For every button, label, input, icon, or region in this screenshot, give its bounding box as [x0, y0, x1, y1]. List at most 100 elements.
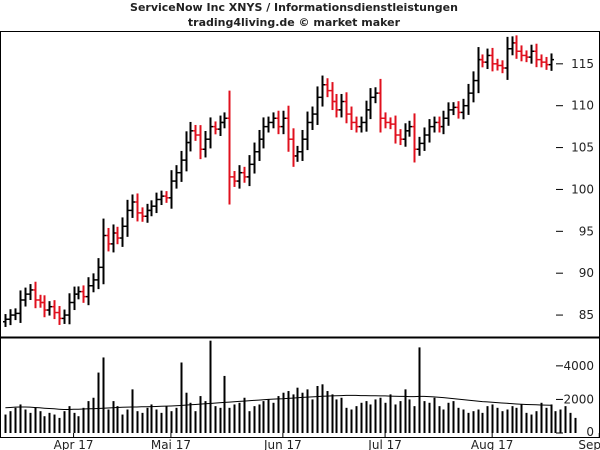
price-bar [349, 106, 354, 130]
price-bar [368, 88, 373, 120]
price-bar [539, 54, 544, 68]
volume-tick-label: 0 [586, 425, 594, 439]
price-bar [427, 119, 432, 143]
time-tick-label: Jul 17 [367, 438, 402, 450]
price-pane [3, 35, 554, 327]
price-bar [393, 115, 398, 144]
price-bar [310, 106, 315, 130]
price-bar [62, 309, 67, 324]
price-bar [514, 35, 519, 59]
price-bar [149, 200, 154, 217]
price-bar [339, 93, 344, 118]
price-bar [203, 130, 208, 158]
price-tick-label: 110 [571, 99, 594, 113]
price-bar [451, 102, 456, 116]
price-bar [257, 129, 262, 161]
price-bar [208, 117, 213, 149]
time-tick-label: Aug 17 [471, 438, 514, 450]
price-bar [52, 300, 57, 320]
price-bar [276, 110, 281, 135]
time-tick-label: Mai 17 [151, 438, 191, 450]
price-bar [232, 171, 237, 187]
price-bar [184, 131, 189, 172]
price-tick-label: 105 [571, 141, 594, 155]
price-bar [13, 308, 18, 321]
price-bar [266, 116, 271, 133]
price-bar [213, 121, 218, 135]
chart-subtitle: trading4living.de © market maker [188, 16, 401, 29]
price-bar [154, 192, 159, 214]
price-bar [320, 75, 325, 107]
price-bar [169, 170, 174, 209]
price-bar [495, 58, 500, 71]
price-bar [91, 273, 96, 293]
price-bar [86, 277, 91, 306]
price-bar [476, 47, 481, 94]
chart-frame [0, 31, 600, 438]
volume-axis: 0 2000 4000 [556, 359, 594, 439]
price-bar [446, 102, 451, 126]
price-bar [193, 124, 198, 141]
price-bar [159, 190, 164, 206]
price-bar [510, 36, 515, 56]
price-bar [42, 295, 47, 318]
price-bar [549, 53, 554, 71]
time-axis: Apr 17 Mai 17 Jun 17 Jul 17 Aug 17 Sep 17 [54, 433, 600, 450]
price-tick-label: 90 [579, 266, 594, 280]
price-bar [38, 294, 43, 308]
price-bar [222, 112, 227, 129]
price-bar [242, 166, 247, 183]
price-bar [295, 145, 300, 162]
price-bar [466, 83, 471, 115]
price-bar [3, 314, 8, 327]
chart-title: ServiceNow Inc XNYS / Informationsdienst… [130, 1, 458, 14]
price-bar [81, 285, 86, 303]
price-bar [106, 227, 111, 252]
price-bar [305, 111, 310, 151]
price-bar [505, 36, 510, 80]
price-bar [271, 112, 276, 129]
price-bar [490, 47, 495, 72]
price-bar [135, 193, 140, 222]
price-bar [111, 224, 116, 253]
price-tick-label: 95 [579, 224, 594, 238]
price-bar [422, 127, 427, 151]
price-bar [364, 100, 369, 132]
price-bar [179, 150, 184, 182]
price-bar [8, 309, 13, 326]
price-bar [471, 71, 476, 103]
price-tick-label: 100 [571, 182, 594, 196]
price-bar [534, 43, 539, 68]
price-bar [67, 293, 72, 325]
price-bar [485, 48, 490, 70]
price-bar [432, 116, 437, 133]
price-bar [164, 191, 169, 203]
price-bar [23, 287, 28, 307]
price-bar [252, 142, 257, 174]
price-bar [417, 136, 422, 156]
time-tick-label: Jun 17 [263, 438, 302, 450]
price-bar [247, 155, 252, 187]
price-bar [18, 290, 23, 323]
price-bar [281, 110, 286, 135]
volume-moving-average [5, 394, 551, 410]
price-bar [28, 284, 33, 300]
volume-tick-label: 2000 [563, 392, 594, 406]
price-bar [359, 116, 364, 133]
price-bar [218, 115, 223, 137]
price-bar [227, 90, 232, 205]
price-bar [286, 105, 291, 152]
price-bar [174, 165, 179, 189]
price-bar [330, 82, 335, 111]
price-tick-label: 115 [571, 57, 594, 71]
price-bar [237, 165, 242, 189]
price-bar [354, 116, 359, 133]
price-bar [544, 56, 549, 70]
price-bar [437, 116, 442, 133]
price-bar [72, 286, 77, 311]
price-bar [441, 110, 446, 135]
price-bar [500, 60, 505, 74]
price-bar [76, 286, 81, 300]
price-bar [125, 199, 130, 237]
volume-pane [4, 340, 577, 433]
